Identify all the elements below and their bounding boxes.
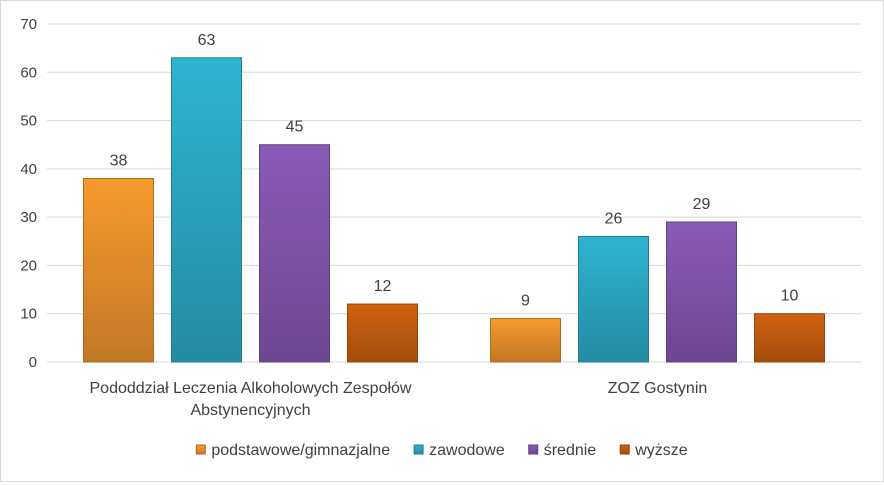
bar-1-1 bbox=[83, 178, 154, 363]
y-tick-label: 40 bbox=[20, 161, 37, 178]
legend-item: wyższe bbox=[619, 442, 688, 459]
bar-2-2 bbox=[578, 235, 649, 363]
y-tick-label: 0 bbox=[29, 354, 37, 371]
legend-item: zawodowe bbox=[413, 442, 505, 459]
data-labels: 38 63 45 12 9 26 29 10 bbox=[110, 32, 799, 310]
legend-item: podstawowe/gimnazjalne bbox=[195, 442, 390, 459]
legend-label: wyższe bbox=[634, 442, 688, 459]
legend-swatch bbox=[619, 444, 630, 455]
data-label: 29 bbox=[693, 196, 711, 213]
gridlines bbox=[47, 23, 861, 363]
legend-label: podstawowe/gimnazjalne bbox=[211, 442, 390, 459]
bar-2-1 bbox=[490, 318, 561, 363]
legend-label: średnie bbox=[544, 442, 597, 459]
y-tick-label: 70 bbox=[20, 16, 37, 33]
legend-swatch bbox=[195, 444, 206, 455]
legend-label: zawodowe bbox=[429, 442, 505, 459]
data-label: 12 bbox=[374, 278, 392, 295]
y-tick-label: 10 bbox=[20, 306, 37, 323]
bar-1-2 bbox=[171, 57, 242, 363]
legend-swatch bbox=[528, 444, 539, 455]
legend-swatch bbox=[413, 444, 424, 455]
x-category-label: Pododdział Leczenia Alkoholowych Zespołó… bbox=[90, 380, 412, 397]
y-axis-tick-labels: 0 10 20 30 40 50 60 70 bbox=[20, 16, 37, 371]
data-label: 10 bbox=[781, 288, 799, 305]
data-label: 38 bbox=[110, 153, 128, 170]
x-category-label: ZOZ Gostynin bbox=[608, 380, 708, 397]
bar-1-4 bbox=[347, 303, 418, 363]
bar-1-3 bbox=[259, 144, 330, 363]
y-tick-label: 30 bbox=[20, 209, 37, 226]
y-tick-label: 60 bbox=[20, 64, 37, 81]
bar-2-4 bbox=[754, 313, 825, 363]
x-category-label: Abstynencyjnych bbox=[190, 402, 310, 419]
y-tick-label: 20 bbox=[20, 257, 37, 274]
legend-item: średnie bbox=[528, 442, 597, 459]
bar-2-3 bbox=[666, 221, 737, 363]
legend: podstawowe/gimnazjalne zawodowe średnie wyż… bbox=[195, 442, 688, 459]
y-tick-label: 50 bbox=[20, 113, 37, 130]
bars bbox=[83, 57, 825, 363]
x-axis-category-labels: Pododdział Leczenia Alkoholowych Zespołó… bbox=[90, 380, 708, 419]
data-label: 63 bbox=[198, 32, 216, 49]
data-label: 45 bbox=[286, 119, 304, 136]
data-label: 26 bbox=[605, 210, 623, 227]
data-label: 9 bbox=[521, 293, 530, 310]
